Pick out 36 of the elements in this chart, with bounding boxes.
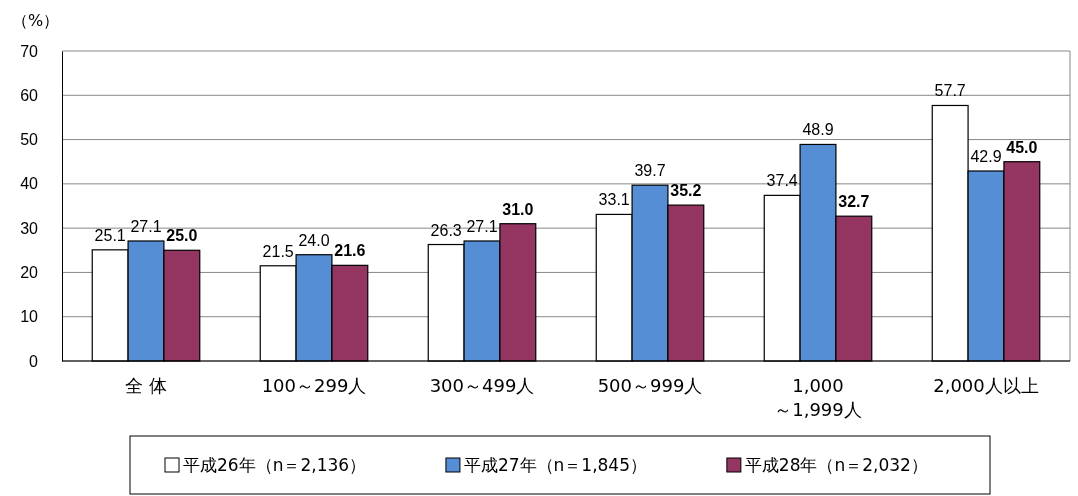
data-label: 57.7 <box>934 82 966 100</box>
y-tick-label: 60 <box>20 86 39 104</box>
legend-label: 平成26年（n＝2,136） <box>183 455 367 475</box>
data-label: 35.2 <box>670 182 702 200</box>
y-tick-label: 40 <box>20 175 39 193</box>
data-label: 26.3 <box>430 221 462 239</box>
x-tick-label: 2,000人以上 <box>933 375 1039 396</box>
x-tick-label: 100～299人 <box>261 375 367 396</box>
y-tick-label: 70 <box>20 42 39 60</box>
data-label: 32.7 <box>838 193 870 211</box>
data-label: 39.7 <box>634 162 666 180</box>
y-tick-label: 0 <box>29 352 39 370</box>
data-label: 45.0 <box>1006 138 1038 156</box>
data-label: 21.6 <box>334 242 366 260</box>
data-label: 27.1 <box>466 217 498 235</box>
data-label: 48.9 <box>802 121 834 139</box>
data-label: 24.0 <box>298 231 330 249</box>
data-label: 21.5 <box>262 242 294 260</box>
data-label: 33.1 <box>598 191 630 209</box>
y-tick-label: 50 <box>20 131 39 149</box>
y-tick-label: 20 <box>20 264 39 282</box>
x-tick-label: 1,000 ～1,999人 <box>774 375 862 420</box>
x-tick-label: 300～499人 <box>429 375 535 396</box>
x-tick-label: 500～999人 <box>597 375 703 396</box>
legend-label: 平成28年（n＝2,032） <box>744 455 928 475</box>
y-tick-label: 10 <box>20 308 39 326</box>
data-label: 25.0 <box>166 227 198 245</box>
legend-label: 平成27年（n＝1,845） <box>463 455 648 475</box>
y-axis-title: （%） <box>12 11 60 30</box>
data-label: 31.0 <box>502 200 534 218</box>
data-label: 42.9 <box>970 148 1002 166</box>
x-tick-label: 全 体 <box>125 375 167 396</box>
y-tick-label: 30 <box>20 219 39 237</box>
data-label: 37.4 <box>766 172 798 190</box>
data-label: 27.1 <box>130 217 162 235</box>
data-label: 25.1 <box>94 226 126 244</box>
